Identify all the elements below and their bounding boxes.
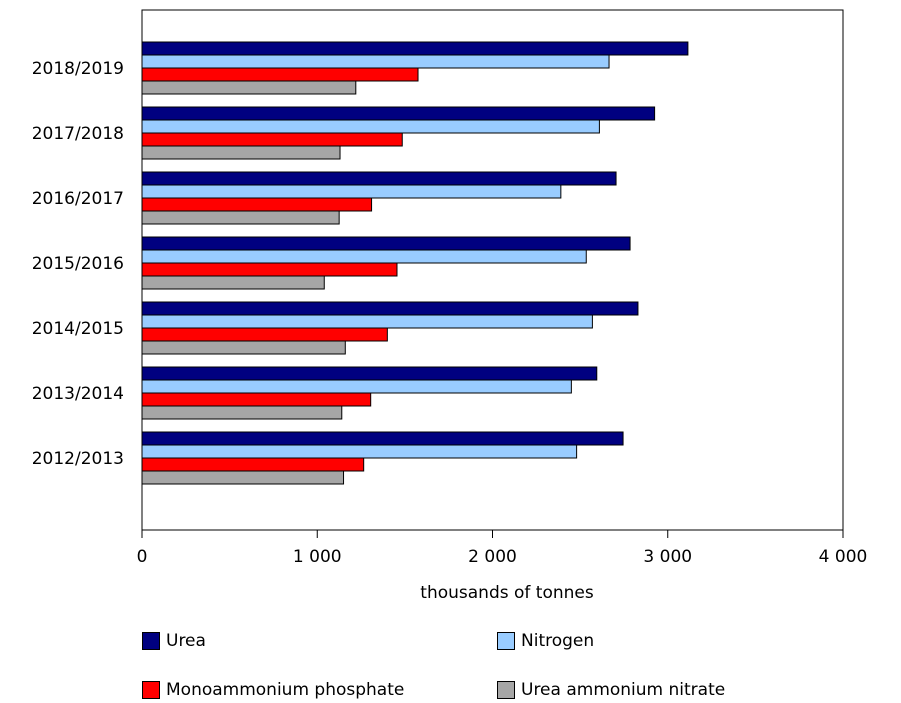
bar-urea-ammonium-nitrate-2014-2015: [141, 340, 346, 355]
bar-urea-2014-2015: [141, 301, 639, 316]
category-label: 2017/2018: [32, 124, 124, 144]
bar-urea-ammonium-nitrate-2016-2017: [141, 210, 340, 225]
category-label: 2016/2017: [32, 189, 124, 209]
category-label: 2013/2014: [32, 384, 124, 404]
x-tick-label: 3 000: [643, 547, 692, 567]
bar-monoammonium-phosphate-2018-2019: [141, 67, 419, 82]
bar-nitrogen-2012-2013: [141, 444, 578, 459]
x-axis-title: thousands of tonnes: [420, 583, 594, 603]
bar-urea-2018-2019: [141, 41, 689, 56]
bar-urea-2015-2016: [141, 236, 631, 251]
category-label: 2018/2019: [32, 59, 124, 79]
x-axis-ticks: 0 1 000 2 000 3 000 4 000: [137, 530, 868, 567]
x-tick-label: 4 000: [819, 547, 868, 567]
bar-monoammonium-phosphate-2014-2015: [141, 327, 388, 342]
bar-nitrogen-2013-2014: [141, 379, 572, 394]
bar-nitrogen-2018-2019: [141, 54, 610, 69]
bar-nitrogen-2016-2017: [141, 184, 562, 199]
category-label: 2015/2016: [32, 254, 124, 274]
bar-monoammonium-phosphate-2016-2017: [141, 197, 373, 212]
category-labels: 2018/2019 2017/2018 2016/2017 2015/2016 2014…: [32, 59, 124, 469]
bar-nitrogen-2017-2018: [141, 119, 600, 134]
bar-urea-ammonium-nitrate-2017-2018: [141, 145, 341, 160]
category-label: 2012/2013: [32, 449, 124, 469]
bar-monoammonium-phosphate-2012-2013: [141, 457, 365, 472]
x-tick-label: 2 000: [468, 547, 517, 567]
bar-urea-ammonium-nitrate-2012-2013: [141, 470, 345, 485]
x-tick-label: 0: [137, 547, 148, 567]
category-label: 2014/2015: [32, 319, 124, 339]
bar-monoammonium-phosphate-2013-2014: [141, 392, 372, 407]
bar-monoammonium-phosphate-2015-2016: [141, 262, 398, 277]
bar-urea-2016-2017: [141, 171, 617, 186]
bar-nitrogen-2015-2016: [141, 249, 587, 264]
bar-urea-2013-2014: [141, 366, 598, 381]
bar-urea-ammonium-nitrate-2013-2014: [141, 405, 343, 420]
x-tick-label: 1 000: [293, 547, 342, 567]
bar-urea-ammonium-nitrate-2015-2016: [141, 275, 325, 290]
bar-urea-ammonium-nitrate-2018-2019: [141, 80, 357, 95]
bar-nitrogen-2014-2015: [141, 314, 593, 329]
bars-layer: [141, 41, 689, 485]
bar-monoammonium-phosphate-2017-2018: [141, 132, 403, 147]
bar-urea-2017-2018: [141, 106, 656, 121]
bar-urea-2012-2013: [141, 431, 624, 446]
